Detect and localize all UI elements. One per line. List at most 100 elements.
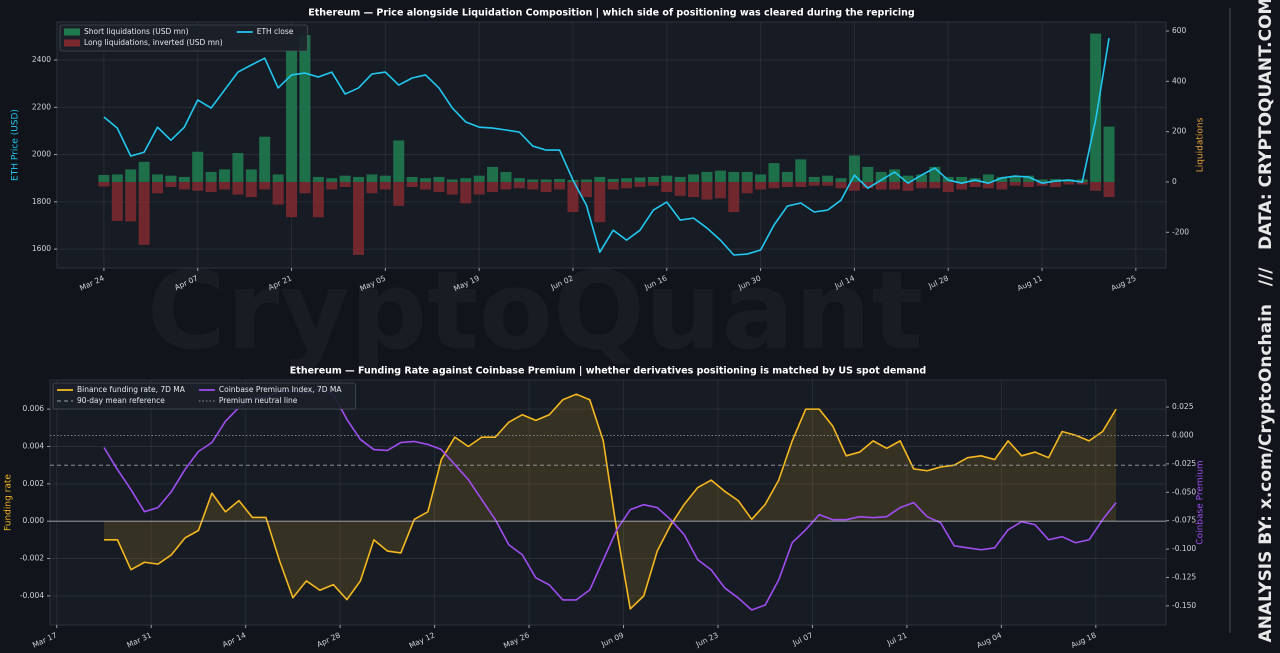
y-tick-label: 0.006 (23, 404, 45, 413)
bar (245, 181, 257, 198)
bar (1076, 181, 1088, 185)
bar (326, 181, 338, 190)
bar (688, 174, 700, 182)
y-tick-label: 0.000 (23, 516, 45, 525)
bar (688, 181, 700, 198)
y2-tick-label: 0.025 (1172, 402, 1194, 411)
bar (460, 178, 472, 182)
bar (996, 176, 1008, 182)
bar (862, 166, 874, 182)
bar (862, 181, 874, 189)
bar (728, 171, 740, 182)
bar (902, 175, 914, 182)
y-tick-label: 2000 (32, 150, 51, 159)
legend-box (52, 382, 356, 410)
bar (433, 181, 445, 193)
bar (98, 174, 110, 182)
bar (741, 181, 753, 194)
bar (795, 159, 807, 182)
bar (500, 181, 512, 190)
bar (875, 171, 887, 182)
bar (152, 174, 164, 182)
legend-label: Premium neutral line (219, 396, 298, 405)
bar (446, 179, 458, 182)
bar (701, 181, 713, 200)
line (103, 37, 1110, 256)
bar (808, 176, 820, 182)
bar (996, 181, 1008, 190)
bar (366, 174, 378, 182)
bar (674, 181, 686, 196)
bar (714, 181, 726, 199)
y-tick-label: -0.002 (20, 554, 44, 563)
bar (393, 181, 405, 206)
bar (259, 181, 271, 190)
bar (98, 181, 110, 187)
bar (406, 176, 418, 182)
legend-label: Coinbase Premium Index, 7D MA (219, 385, 342, 394)
bar (272, 174, 284, 182)
bar (701, 171, 713, 182)
y2-tick-label: 0.000 (1172, 430, 1194, 439)
bar (902, 181, 914, 191)
bar (661, 175, 673, 182)
y2-tick-label: -0.050 (1172, 487, 1196, 496)
bar (1063, 181, 1075, 185)
bar (286, 181, 298, 218)
plot-area (56, 21, 1167, 269)
bar (915, 174, 927, 182)
bar (982, 181, 994, 189)
bar (580, 181, 592, 198)
bar (219, 181, 231, 190)
bar (406, 181, 418, 188)
bar (245, 169, 257, 182)
bar (339, 175, 351, 182)
bar (473, 175, 485, 182)
bar (580, 179, 592, 182)
bar (138, 161, 150, 182)
bar (567, 181, 579, 213)
bar (125, 169, 137, 182)
bar (835, 178, 847, 182)
bar (205, 181, 217, 193)
bar (178, 176, 190, 182)
y2-tick-label: 200 (1172, 127, 1187, 136)
bar (353, 181, 365, 255)
bar (339, 181, 351, 188)
bar (299, 35, 311, 182)
bar (942, 181, 954, 193)
bar (1009, 181, 1021, 186)
bar (822, 175, 834, 182)
bar (460, 181, 472, 204)
y2-axis-label: Coinbase Premium (1196, 460, 1206, 544)
bar (473, 181, 485, 195)
bar (875, 181, 887, 190)
bar (152, 181, 164, 194)
y2-tick-label: -0.125 (1172, 573, 1196, 582)
bar (527, 181, 539, 190)
y2-tick-label: -200 (1172, 227, 1189, 236)
line (103, 393, 1117, 610)
y2-tick-label: -0.025 (1172, 459, 1196, 468)
bar (205, 171, 217, 182)
bar (366, 181, 378, 194)
bar (286, 50, 298, 182)
y-tick-label: -0.004 (20, 591, 44, 600)
bar (1103, 181, 1115, 198)
bar (1009, 176, 1021, 182)
bar (915, 181, 927, 189)
bar (674, 176, 686, 182)
y2-tick-label: 400 (1172, 76, 1187, 85)
bar (634, 181, 646, 188)
bar (299, 181, 311, 194)
bar (393, 140, 405, 182)
bar (741, 171, 753, 182)
bar (822, 181, 834, 186)
y-tick-label: 2400 (32, 55, 51, 64)
bar (111, 181, 123, 221)
bar (889, 169, 901, 182)
bar (1036, 179, 1048, 182)
bar (835, 181, 847, 189)
y-tick-label: 0.002 (23, 479, 45, 488)
